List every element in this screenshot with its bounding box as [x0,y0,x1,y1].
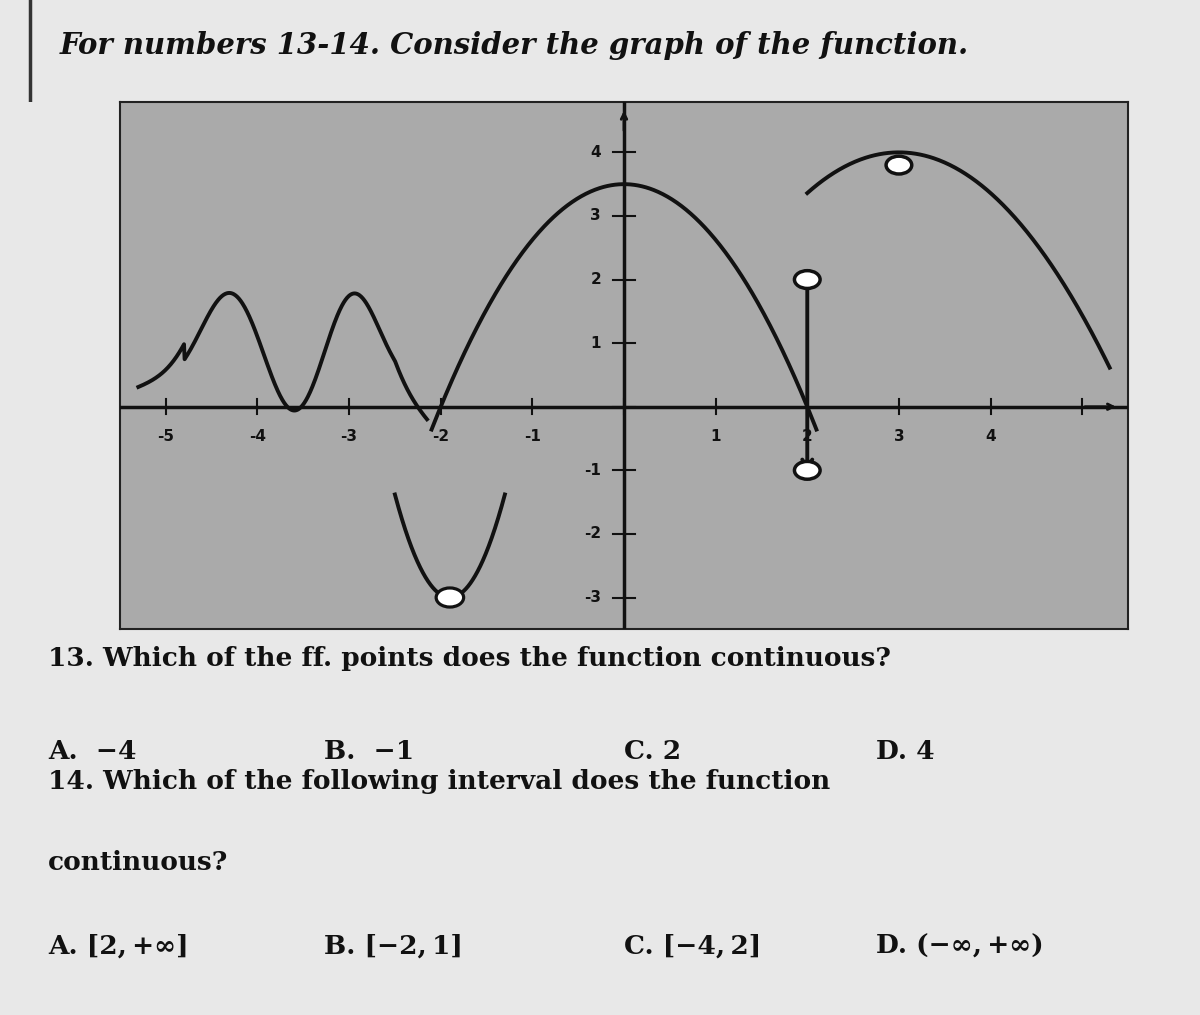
Text: C. 2: C. 2 [624,739,682,764]
Text: B.  −1: B. −1 [324,739,414,764]
Text: -3: -3 [584,590,601,605]
Text: 3: 3 [590,208,601,223]
Text: D. (−∞, +∞): D. (−∞, +∞) [876,934,1044,959]
Text: 14. Which of the following interval does the function: 14. Which of the following interval does… [48,769,830,794]
Text: -3: -3 [341,429,358,444]
Text: continuous?: continuous? [48,851,228,875]
Circle shape [794,271,820,288]
Text: For numbers 13-14. Consider the graph of the function.: For numbers 13-14. Consider the graph of… [60,31,970,60]
Text: A. [2, +∞]: A. [2, +∞] [48,934,188,959]
Circle shape [794,462,820,479]
Text: D. 4: D. 4 [876,739,935,764]
Circle shape [436,588,463,607]
Text: 1: 1 [590,336,601,350]
Text: 2: 2 [802,429,812,444]
Text: -2: -2 [432,429,449,444]
Text: 13. Which of the ff. points does the function continuous?: 13. Which of the ff. points does the fun… [48,646,890,671]
Circle shape [886,156,912,174]
Text: 4: 4 [985,429,996,444]
Text: 1: 1 [710,429,721,444]
Text: -5: -5 [157,429,174,444]
Text: -1: -1 [524,429,541,444]
Text: -1: -1 [584,463,601,478]
Text: 3: 3 [894,429,905,444]
Text: B. [−2, 1]: B. [−2, 1] [324,934,463,959]
Text: 4: 4 [590,145,601,160]
Text: -2: -2 [584,527,601,541]
Text: 2: 2 [590,272,601,287]
Text: C. [−4, 2]: C. [−4, 2] [624,934,761,959]
Text: -4: -4 [248,429,266,444]
Text: A.  −4: A. −4 [48,739,137,764]
